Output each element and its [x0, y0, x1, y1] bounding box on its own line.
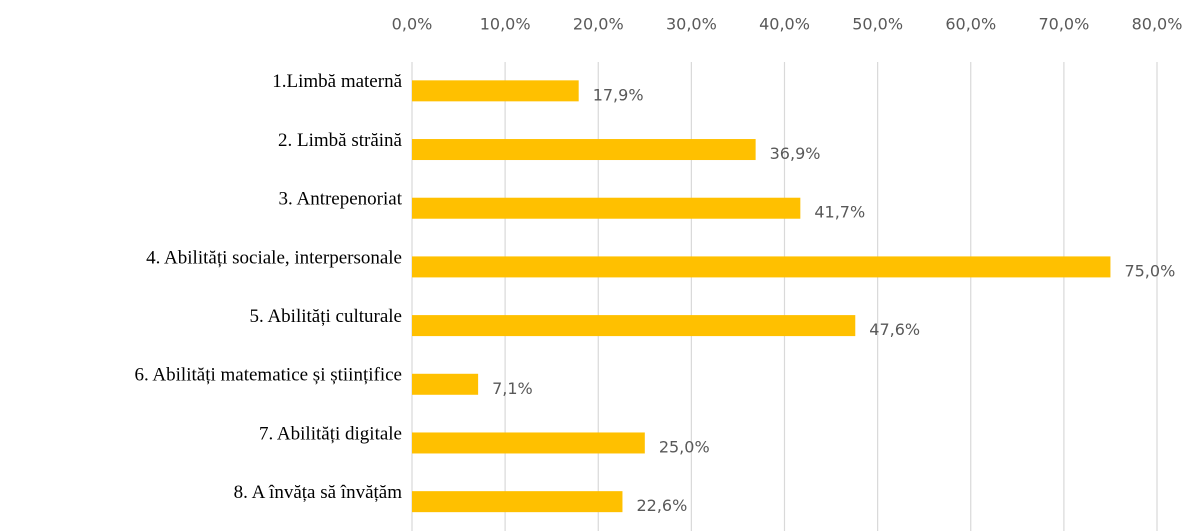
bar	[412, 80, 579, 102]
category-label: 7. Abilități digitale	[259, 423, 402, 444]
bar	[412, 256, 1111, 278]
data-label: 25,0%	[659, 437, 710, 456]
category-label: 3. Antrepenoriat	[279, 189, 403, 210]
data-label: 22,6%	[636, 496, 687, 515]
x-tick-label: 0,0%	[392, 15, 433, 34]
category-label: 4. Abilități sociale, interpersonale	[146, 247, 402, 268]
bar	[412, 315, 856, 337]
data-label: 47,6%	[869, 320, 920, 339]
data-label: 36,9%	[770, 144, 821, 163]
bar	[412, 139, 756, 161]
x-tick-label: 80,0%	[1132, 15, 1183, 34]
x-tick-label: 70,0%	[1038, 15, 1089, 34]
x-tick-label: 40,0%	[759, 15, 810, 34]
data-label: 17,9%	[593, 85, 644, 104]
bar	[412, 491, 623, 513]
x-tick-label: 60,0%	[945, 15, 996, 34]
bar	[412, 197, 801, 219]
bar	[412, 432, 645, 454]
category-label: 1.Limbă maternă	[272, 71, 402, 92]
data-label: 7,1%	[492, 379, 533, 398]
data-label: 75,0%	[1124, 261, 1175, 280]
category-label: 5. Abilități culturale	[250, 306, 403, 327]
bar	[412, 373, 479, 395]
x-tick-label: 50,0%	[852, 15, 903, 34]
x-tick-label: 20,0%	[573, 15, 624, 34]
category-label: 2. Limbă străină	[278, 130, 403, 151]
category-label: 6. Abilități matematice și științifice	[134, 365, 402, 386]
data-label: 41,7%	[814, 203, 865, 222]
category-label: 8. A învăța să învățăm	[234, 482, 403, 503]
x-tick-label: 30,0%	[666, 15, 717, 34]
x-tick-label: 10,0%	[480, 15, 531, 34]
